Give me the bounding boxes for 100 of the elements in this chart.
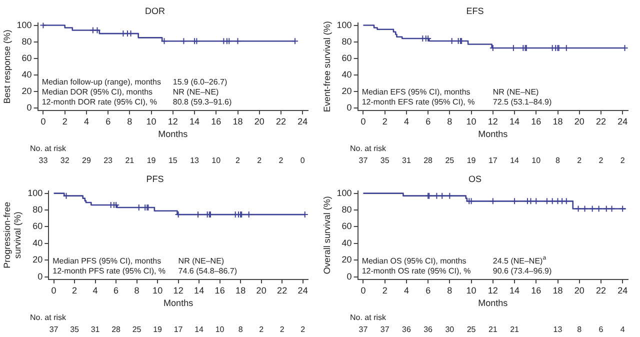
y-axis-title: Best response (%) bbox=[2, 30, 12, 104]
text: 23 bbox=[104, 156, 114, 165]
annotation: 72.5 (53.1–84.9) bbox=[492, 97, 552, 106]
x-tick-label: 14 bbox=[194, 285, 204, 296]
text: 37 bbox=[380, 325, 390, 334]
x-tick-label: 8 bbox=[447, 116, 452, 126]
annotation: 12-month DOR rate (95% CI), % bbox=[42, 97, 157, 106]
text: 33 bbox=[38, 156, 48, 165]
y-tick-label: 20 bbox=[22, 86, 32, 96]
x-tick-label: 10 bbox=[466, 285, 476, 296]
y-tick-label: 0 bbox=[346, 271, 352, 282]
x-tick-label: 6 bbox=[426, 285, 431, 296]
x-tick-label: 4 bbox=[404, 116, 409, 126]
text: 15 bbox=[168, 156, 178, 165]
x-axis-title: Months bbox=[164, 298, 194, 308]
text: 35 bbox=[70, 325, 80, 334]
x-tick-label: 14 bbox=[510, 116, 520, 126]
x-axis-title: Months bbox=[158, 129, 188, 140]
y-tick-label: 100 bbox=[336, 188, 352, 198]
x-tick-label: 10 bbox=[152, 285, 163, 296]
x-tick-label: 20 bbox=[574, 116, 584, 126]
chart-title: PFS bbox=[146, 174, 164, 184]
annotation: Median DOR (95% CI), months bbox=[42, 87, 153, 96]
text: 19 bbox=[466, 156, 476, 165]
x-tick-label: 20 bbox=[254, 116, 264, 126]
annotation: Median EFS (95% CI), months bbox=[362, 87, 470, 96]
text: 13 bbox=[190, 156, 200, 165]
text: 2 bbox=[577, 156, 582, 165]
x-tick-label: 4 bbox=[92, 285, 98, 296]
annotation: NR (NE–NE) bbox=[492, 87, 540, 96]
y-axis-title: Progression-free survival (%) bbox=[2, 202, 23, 268]
text: 14 bbox=[194, 325, 204, 334]
x-tick-label: 18 bbox=[236, 285, 246, 296]
x-tick-label: 20 bbox=[256, 285, 266, 296]
x-tick-label: 16 bbox=[214, 285, 225, 296]
y-tick-label: 40 bbox=[32, 238, 43, 248]
annotation: 15.9 (6.0–26.7) bbox=[172, 77, 228, 86]
y-tick-label: 80 bbox=[342, 204, 352, 215]
y-tick-label: 0 bbox=[26, 102, 32, 112]
text: 29 bbox=[82, 156, 92, 165]
text: 8 bbox=[577, 325, 582, 334]
text: 35 bbox=[380, 156, 390, 165]
text: 10 bbox=[212, 156, 222, 165]
x-tick-label: 24 bbox=[298, 116, 308, 126]
y-tick-label: 20 bbox=[342, 254, 352, 265]
text: 2 bbox=[598, 156, 604, 165]
annotation: 12-month PFS rate (95% CI), % bbox=[52, 266, 166, 276]
text: 2 bbox=[300, 325, 306, 334]
x-axis-title: Months bbox=[478, 298, 508, 308]
text: 17 bbox=[488, 156, 498, 165]
chart-title: EFS bbox=[466, 6, 484, 16]
text: 21 bbox=[125, 156, 135, 165]
x-tick-label: 2 bbox=[382, 116, 388, 126]
x-tick-label: 4 bbox=[84, 116, 89, 126]
x-tick-label: 0 bbox=[360, 285, 366, 296]
annotation: 90.6 (73.4–96.9) bbox=[492, 266, 552, 276]
y-tick-label: 80 bbox=[342, 36, 352, 46]
text: 2 bbox=[620, 156, 626, 165]
text: 0 bbox=[300, 156, 306, 165]
x-tick-label: 0 bbox=[51, 285, 56, 296]
text: 13 bbox=[553, 325, 563, 334]
text: No. at risk bbox=[30, 144, 68, 153]
chart-title: DOR bbox=[145, 6, 166, 16]
x-tick-label: 22 bbox=[596, 116, 606, 126]
text: 19 bbox=[153, 325, 163, 334]
annotation: Median PFS (95% CI), months bbox=[52, 256, 162, 266]
text: 37 bbox=[358, 325, 368, 334]
y-tick-label: 60 bbox=[342, 52, 352, 63]
y-tick-label: 40 bbox=[342, 69, 352, 80]
x-tick-label: 18 bbox=[552, 285, 563, 296]
x-tick-label: 12 bbox=[488, 285, 498, 296]
text: 37 bbox=[358, 156, 368, 165]
x-tick-label: 24 bbox=[298, 285, 308, 296]
text: 28 bbox=[424, 156, 434, 165]
annotation: 74.6 (54.8–86.7) bbox=[178, 266, 238, 276]
text: 6 bbox=[598, 325, 604, 334]
x-tick-label: 8 bbox=[447, 285, 452, 296]
text: 30 bbox=[445, 325, 455, 334]
text: 37 bbox=[49, 325, 59, 334]
text: No. at risk bbox=[350, 144, 388, 153]
text: 25 bbox=[466, 325, 476, 334]
x-tick-label: 2 bbox=[382, 285, 388, 296]
text: No. at risk bbox=[350, 313, 388, 322]
x-tick-label: 2 bbox=[62, 116, 68, 126]
x-tick-label: 2 bbox=[72, 285, 78, 296]
text: 32 bbox=[60, 156, 70, 165]
text: 21 bbox=[510, 325, 520, 334]
y-tick-label: 80 bbox=[32, 204, 43, 215]
y-tick-label: 100 bbox=[336, 20, 352, 30]
text: 2 bbox=[280, 325, 285, 334]
y-tick-label: 0 bbox=[346, 102, 352, 112]
y-tick-label: 20 bbox=[32, 254, 43, 265]
x-tick-label: 24 bbox=[618, 116, 628, 126]
y-tick-label: 60 bbox=[342, 221, 352, 232]
x-tick-label: 20 bbox=[574, 285, 584, 296]
x-tick-label: 16 bbox=[531, 285, 542, 296]
x-tick-label: 14 bbox=[510, 285, 520, 296]
text: 36 bbox=[424, 325, 434, 334]
text: 4 bbox=[620, 325, 626, 334]
y-tick-label: 60 bbox=[32, 221, 43, 232]
